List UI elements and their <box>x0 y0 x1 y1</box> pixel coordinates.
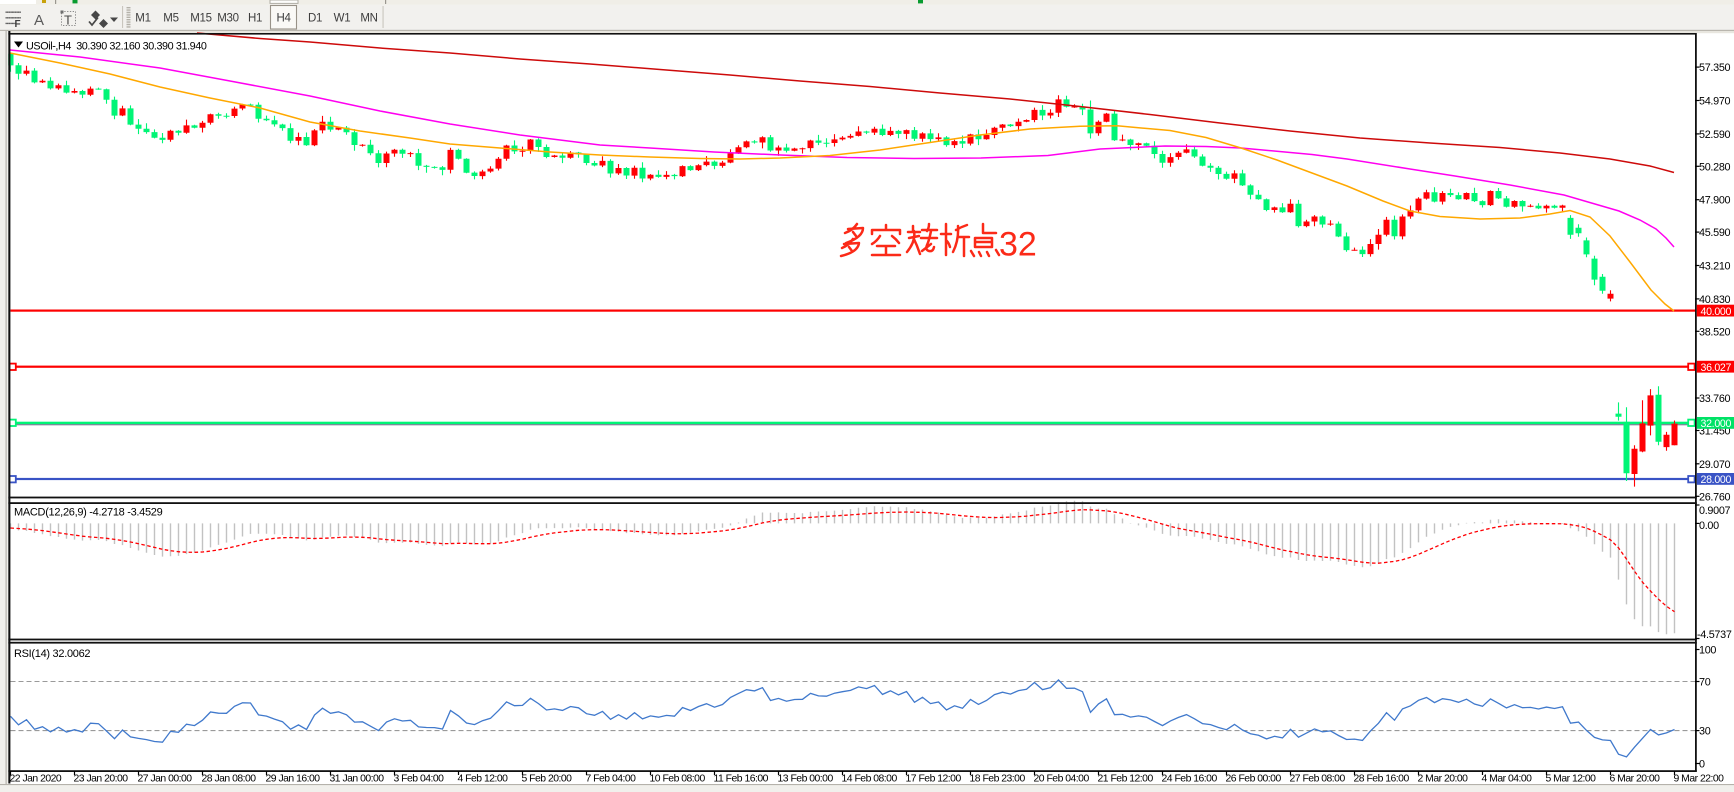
svg-text:MN: MN <box>360 13 377 25</box>
svg-text:M15: M15 <box>190 13 211 25</box>
svg-text:28.000: 28.000 <box>1701 474 1732 486</box>
svg-text:31 Jan 00:00: 31 Jan 00:00 <box>330 774 385 785</box>
svg-text:45.590: 45.590 <box>1699 227 1731 239</box>
svg-text:40.000: 40.000 <box>1701 306 1732 318</box>
svg-text:18 Feb 23:00: 18 Feb 23:00 <box>970 774 1026 785</box>
svg-text:14 Feb 08:00: 14 Feb 08:00 <box>842 774 898 785</box>
svg-text:0: 0 <box>1699 759 1705 771</box>
svg-text:36.027: 36.027 <box>1701 362 1732 374</box>
svg-text:MACD(12,26,9) -4.2718 -3.4529: MACD(12,26,9) -4.2718 -3.4529 <box>14 507 163 519</box>
svg-text:28 Jan 08:00: 28 Jan 08:00 <box>202 774 257 785</box>
svg-text:M5: M5 <box>163 13 178 25</box>
svg-text:W1: W1 <box>334 13 351 25</box>
svg-text:RSI(14) 32.0062: RSI(14) 32.0062 <box>14 648 90 660</box>
svg-text:100: 100 <box>1699 645 1716 657</box>
svg-text:9 Mar 22:00: 9 Mar 22:00 <box>1674 774 1725 785</box>
svg-text:5 Mar 12:00: 5 Mar 12:00 <box>1546 774 1597 785</box>
svg-text:D1: D1 <box>308 13 322 25</box>
svg-text:57.350: 57.350 <box>1699 62 1731 74</box>
svg-text:0.9007: 0.9007 <box>1699 505 1731 517</box>
svg-text:40.830: 40.830 <box>1699 294 1731 306</box>
svg-text:47.900: 47.900 <box>1699 195 1731 207</box>
svg-text:5 Feb 20:00: 5 Feb 20:00 <box>522 774 573 785</box>
svg-text:27 Feb 08:00: 27 Feb 08:00 <box>1290 774 1346 785</box>
svg-text:A: A <box>34 12 44 29</box>
svg-text:2 Mar 20:00: 2 Mar 20:00 <box>1418 774 1469 785</box>
svg-text:26.760: 26.760 <box>1699 491 1731 503</box>
svg-text:32.000: 32.000 <box>1701 418 1732 430</box>
svg-text:29.070: 29.070 <box>1699 459 1731 471</box>
svg-text:33.760: 33.760 <box>1699 393 1731 405</box>
svg-text:4 Mar 04:00: 4 Mar 04:00 <box>1482 774 1533 785</box>
svg-text:22 Jan 2020: 22 Jan 2020 <box>10 774 62 785</box>
svg-text:20 Feb 04:00: 20 Feb 04:00 <box>1034 774 1090 785</box>
svg-text:27 Jan 00:00: 27 Jan 00:00 <box>138 774 193 785</box>
svg-text:-4.5737: -4.5737 <box>1697 629 1732 641</box>
svg-text:54.970: 54.970 <box>1699 96 1731 108</box>
svg-text:13 Feb 00:00: 13 Feb 00:00 <box>778 774 834 785</box>
svg-text:26 Feb 00:00: 26 Feb 00:00 <box>1226 774 1282 785</box>
svg-text:17 Feb 12:00: 17 Feb 12:00 <box>906 774 962 785</box>
svg-text:3 Feb 04:00: 3 Feb 04:00 <box>394 774 445 785</box>
svg-text:M1: M1 <box>135 13 150 25</box>
svg-text:F: F <box>15 19 21 30</box>
svg-text:30: 30 <box>1699 726 1711 738</box>
svg-text:M30: M30 <box>217 13 238 25</box>
svg-text:T: T <box>64 13 72 28</box>
svg-text:6 Mar 20:00: 6 Mar 20:00 <box>1610 774 1661 785</box>
svg-text:H4: H4 <box>276 13 291 25</box>
svg-text:43.210: 43.210 <box>1699 261 1731 273</box>
svg-text:24 Feb 16:00: 24 Feb 16:00 <box>1162 774 1218 785</box>
svg-text:0.00: 0.00 <box>1699 520 1719 532</box>
svg-text:38.520: 38.520 <box>1699 326 1731 338</box>
svg-text:H1: H1 <box>248 13 262 25</box>
svg-text:10 Feb 08:00: 10 Feb 08:00 <box>650 774 706 785</box>
svg-text:11 Feb 16:00: 11 Feb 16:00 <box>714 774 769 785</box>
svg-text:21 Feb 12:00: 21 Feb 12:00 <box>1098 774 1154 785</box>
svg-text:28 Feb 16:00: 28 Feb 16:00 <box>1354 774 1410 785</box>
svg-text:7 Feb 04:00: 7 Feb 04:00 <box>586 774 637 785</box>
svg-text:50.280: 50.280 <box>1699 161 1731 173</box>
svg-text:23 Jan 20:00: 23 Jan 20:00 <box>74 774 129 785</box>
svg-text:USOil-,H4 30.390 32.160 30.39: USOil-,H4 30.390 32.160 30.390 31.940 <box>26 41 207 53</box>
svg-text:4 Feb 12:00: 4 Feb 12:00 <box>458 774 509 785</box>
svg-text:70: 70 <box>1699 677 1711 689</box>
svg-text:29 Jan 16:00: 29 Jan 16:00 <box>266 774 321 785</box>
svg-text:52.590: 52.590 <box>1699 129 1731 141</box>
svg-text:32: 32 <box>999 226 1037 264</box>
